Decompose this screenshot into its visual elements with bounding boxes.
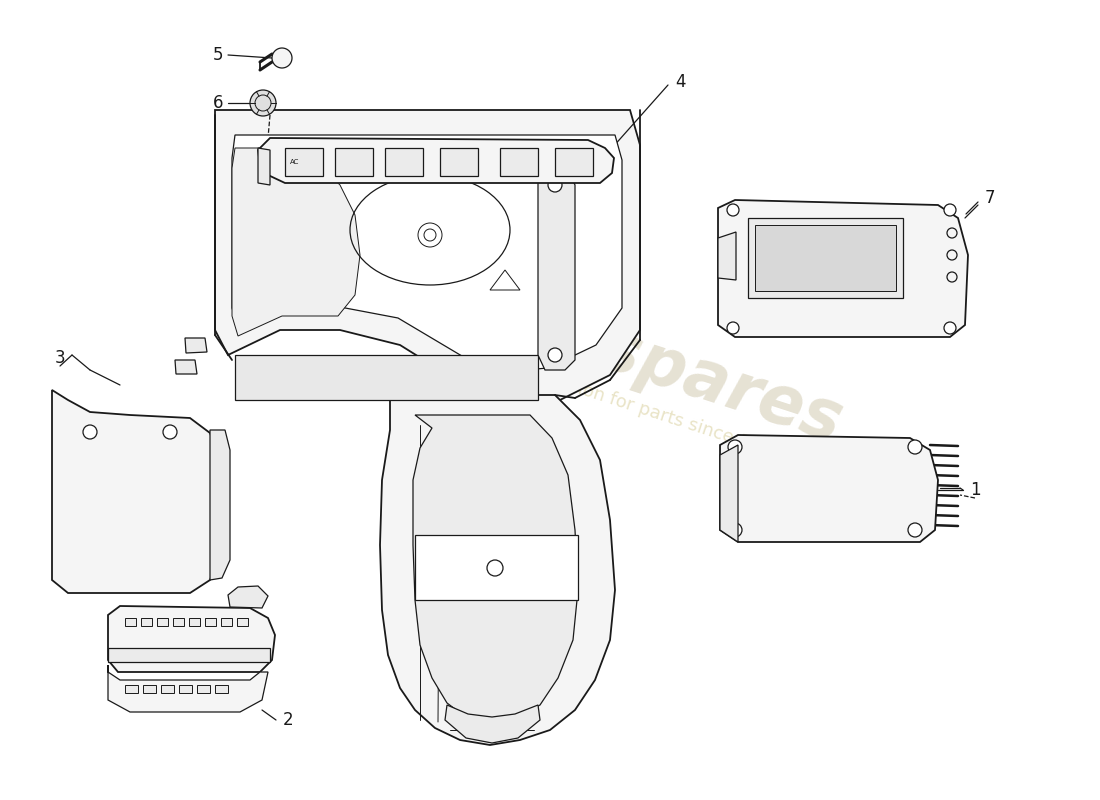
Bar [108, 648, 270, 662]
Circle shape [728, 440, 743, 454]
Bar [125, 685, 138, 693]
Polygon shape [415, 535, 578, 600]
Bar [189, 618, 200, 626]
Circle shape [487, 560, 503, 576]
Polygon shape [720, 445, 738, 542]
Circle shape [727, 322, 739, 334]
Bar [173, 618, 184, 626]
Polygon shape [232, 135, 622, 372]
Text: 7: 7 [984, 189, 996, 207]
Polygon shape [175, 360, 197, 374]
Polygon shape [185, 338, 207, 353]
Polygon shape [720, 435, 938, 542]
Text: AC: AC [290, 159, 299, 165]
Text: 4: 4 [674, 73, 685, 91]
Circle shape [272, 48, 292, 68]
Circle shape [908, 440, 922, 454]
Circle shape [728, 523, 743, 537]
Polygon shape [235, 355, 538, 400]
Bar [143, 685, 156, 693]
Text: 2: 2 [283, 711, 294, 729]
Polygon shape [258, 138, 614, 183]
Circle shape [250, 90, 276, 116]
Bar [125, 618, 136, 626]
Circle shape [548, 348, 562, 362]
Polygon shape [258, 148, 270, 185]
Text: 3: 3 [55, 349, 65, 367]
Polygon shape [52, 390, 218, 593]
Polygon shape [228, 586, 268, 608]
Bar [285, 148, 323, 176]
Circle shape [908, 523, 922, 537]
Circle shape [944, 204, 956, 216]
Bar [179, 685, 192, 693]
Polygon shape [412, 415, 578, 722]
Polygon shape [538, 165, 575, 370]
Bar [197, 685, 210, 693]
Circle shape [944, 322, 956, 334]
Bar [236, 618, 248, 626]
Text: 1: 1 [970, 481, 980, 499]
Polygon shape [379, 395, 615, 745]
Polygon shape [108, 665, 268, 712]
Text: 6: 6 [212, 94, 223, 112]
Polygon shape [718, 200, 968, 337]
Circle shape [163, 425, 177, 439]
Bar [755, 225, 896, 291]
Bar [221, 618, 232, 626]
Circle shape [548, 178, 562, 192]
Polygon shape [718, 232, 736, 280]
Bar [440, 148, 478, 176]
Bar [748, 218, 903, 298]
Polygon shape [446, 705, 540, 743]
Text: passion for parts since 1965: passion for parts since 1965 [536, 367, 784, 463]
Text: 5: 5 [212, 46, 223, 64]
Bar [141, 618, 152, 626]
Bar [157, 618, 168, 626]
Polygon shape [232, 148, 360, 336]
Polygon shape [108, 606, 275, 672]
Bar [336, 148, 373, 176]
Bar [161, 685, 174, 693]
Bar [205, 618, 216, 626]
Polygon shape [214, 110, 640, 405]
Bar [500, 148, 538, 176]
Circle shape [727, 204, 739, 216]
Bar [214, 685, 228, 693]
Bar [385, 148, 424, 176]
Circle shape [82, 425, 97, 439]
Bar [556, 148, 593, 176]
Text: eurospares: eurospares [429, 263, 850, 457]
Polygon shape [210, 430, 230, 580]
